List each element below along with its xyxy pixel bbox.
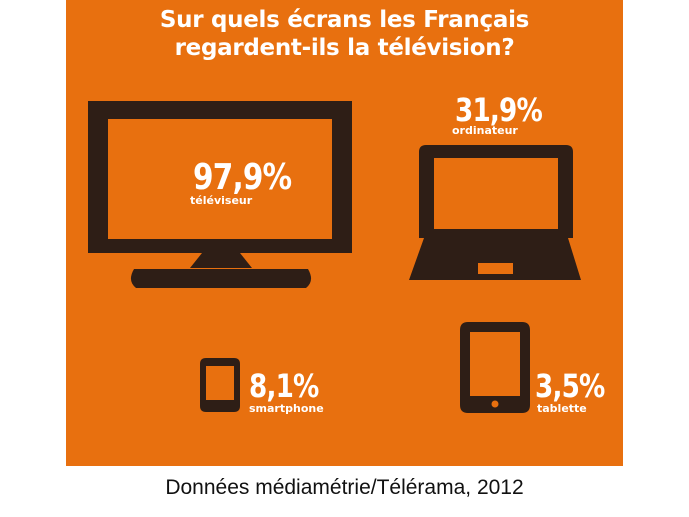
tablet-value: 3,5% bbox=[535, 367, 605, 405]
laptop-label: ordinateur bbox=[452, 124, 518, 137]
source-caption: Données médiamétrie/Télérama, 2012 bbox=[165, 476, 524, 499]
tv-icon bbox=[88, 101, 352, 288]
title-line-1: Sur quels écrans les Français bbox=[159, 7, 530, 33]
laptop-value: 31,9% bbox=[455, 91, 543, 129]
tv-value: 97,9% bbox=[193, 157, 292, 198]
smartphone-icon bbox=[200, 358, 240, 412]
tablet-icon bbox=[460, 322, 530, 413]
tablet-label: tablette bbox=[537, 402, 587, 415]
title-line-2: regardent-ils la télévision? bbox=[174, 35, 515, 61]
tv-label: téléviseur bbox=[190, 194, 253, 207]
smartphone-value: 8,1% bbox=[249, 367, 319, 405]
infographic-panel: Sur quels écrans les Français regardent-… bbox=[66, 0, 623, 466]
smartphone-label: smartphone bbox=[249, 402, 324, 415]
laptop-icon bbox=[409, 145, 581, 280]
